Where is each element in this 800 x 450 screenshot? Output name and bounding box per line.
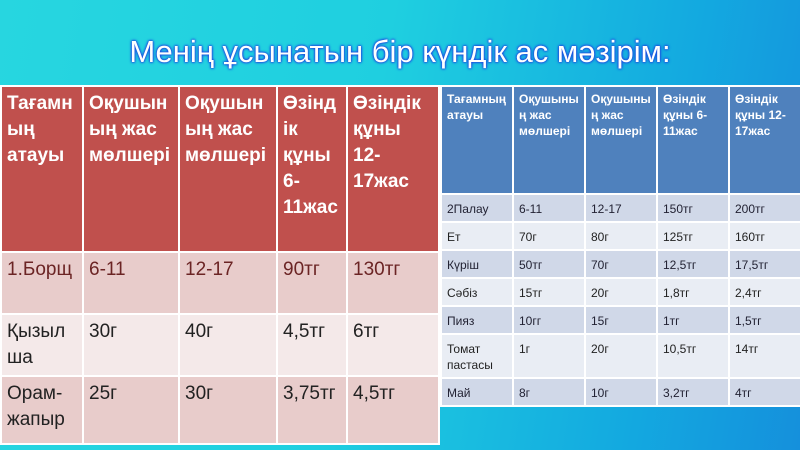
cell: 15г [584, 305, 658, 335]
cell: 12,5тг [656, 249, 730, 279]
cell: 3,2тг [656, 377, 730, 407]
cell: 200тг [728, 193, 800, 223]
cell: Май [440, 377, 514, 407]
left-menu-table: Тағамның атауы Оқушының жас мөлшері Оқуш… [0, 85, 440, 445]
cell: 12-17 [584, 193, 658, 223]
table-row: Пияз 10гг 15г 1тг 1,5тг [440, 305, 800, 335]
cell: 20г [584, 277, 658, 307]
cell: 4тг [728, 377, 800, 407]
cell: 6-11 [82, 251, 180, 315]
cell: Ет [440, 221, 514, 251]
cell: 1г [512, 333, 586, 379]
table-row: Томат пастасы 1г 20г 10,5тг 14тг [440, 333, 800, 379]
cell: 8г [512, 377, 586, 407]
table-row: Орам-жапыр 25г 30г 3,75тг 4,5тг [0, 375, 440, 445]
cell: Томат пастасы [440, 333, 514, 379]
cell: 4,5тг [276, 313, 348, 377]
cell: 50тг [512, 249, 586, 279]
cell: 80г [584, 221, 658, 251]
cell: 17,5тг [728, 249, 800, 279]
header-cell: Өзіндік құны 12-17жас [346, 85, 440, 253]
table-row: 2Палау 6-11 12-17 150тг 200тг [440, 193, 800, 223]
cell: 10,5тг [656, 333, 730, 379]
table-row: 1.Борщ 6-11 12-17 90тг 130тг [0, 251, 440, 315]
cell: 3,75тг [276, 375, 348, 445]
cell: 14тг [728, 333, 800, 379]
slide-title: Менің ұсынатын бір күндік ас мәзірім: [129, 34, 671, 69]
header-cell: Өзіндік құны 6-11жас [656, 85, 730, 195]
cell: 1,5тг [728, 305, 800, 335]
cell: 30г [82, 313, 180, 377]
cell: Қызылша [0, 313, 84, 377]
table-row: Күріш 50тг 70г 12,5тг 17,5тг [440, 249, 800, 279]
cell: 2,4тг [728, 277, 800, 307]
cell: 30г [178, 375, 278, 445]
cell: 150тг [656, 193, 730, 223]
cell: 1тг [656, 305, 730, 335]
cell: 130тг [346, 251, 440, 315]
cell: Сәбіз [440, 277, 514, 307]
header-cell: Өзіндік құны 6-11жас [276, 85, 348, 253]
cell: 2Палау [440, 193, 514, 223]
table-row: Май 8г 10г 3,2тг 4тг [440, 377, 800, 407]
cell: 4,5тг [346, 375, 440, 445]
cell: 10г [584, 377, 658, 407]
cell: 70г [512, 221, 586, 251]
table-row: Ет 70г 80г 125тг 160тг [440, 221, 800, 251]
cell: Пияз [440, 305, 514, 335]
cell: 1,8тг [656, 277, 730, 307]
cell: 1.Борщ [0, 251, 84, 315]
cell: Күріш [440, 249, 514, 279]
cell: Орам-жапыр [0, 375, 84, 445]
table-header-row: Тағамның атауы Оқушының жас мөлшері Оқуш… [0, 85, 440, 253]
cell: 125тг [656, 221, 730, 251]
cell: 6тг [346, 313, 440, 377]
header-cell: Өзіндік құны 12-17жас [728, 85, 800, 195]
cell: 25г [82, 375, 180, 445]
table-row: Қызылша 30г 40г 4,5тг 6тг [0, 313, 440, 377]
cell: 70г [584, 249, 658, 279]
header-cell: Оқушының жас мөлшері [512, 85, 586, 195]
header-cell: Оқушының жас мөлшері [584, 85, 658, 195]
table-row: Сәбіз 15тг 20г 1,8тг 2,4тг [440, 277, 800, 307]
cell: 10гг [512, 305, 586, 335]
cell: 12-17 [178, 251, 278, 315]
header-cell: Оқушының жас мөлшері [178, 85, 278, 253]
right-menu-table: Тағамның атауы Оқушының жас мөлшері Оқуш… [440, 85, 800, 407]
cell: 20г [584, 333, 658, 379]
cell: 90тг [276, 251, 348, 315]
cell: 40г [178, 313, 278, 377]
header-cell: Тағамның атауы [440, 85, 514, 195]
cell: 6-11 [512, 193, 586, 223]
header-cell: Тағамның атауы [0, 85, 84, 253]
header-cell: Оқушының жас мөлшері [82, 85, 180, 253]
cell: 160тг [728, 221, 800, 251]
cell: 15тг [512, 277, 586, 307]
table-header-row: Тағамның атауы Оқушының жас мөлшері Оқуш… [440, 85, 800, 195]
